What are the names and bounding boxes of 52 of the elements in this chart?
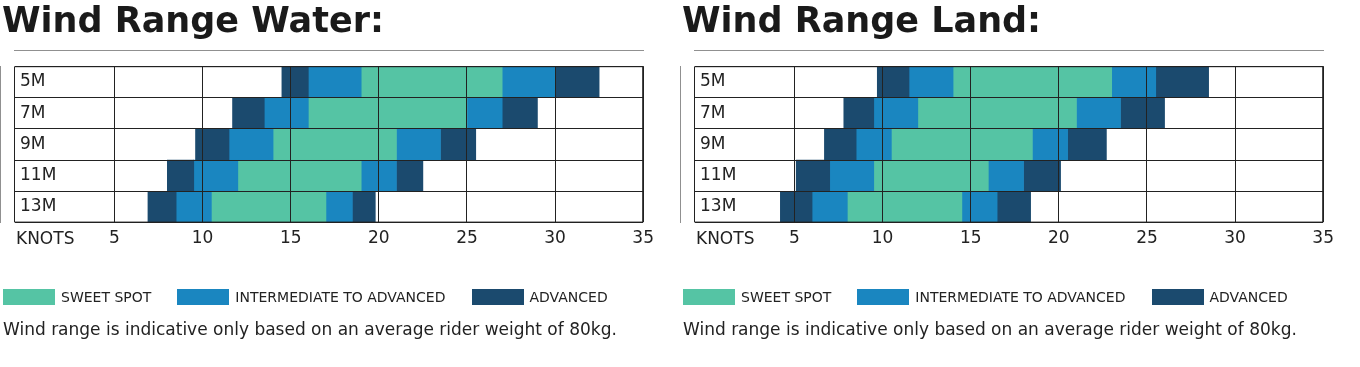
bar — [501, 97, 538, 130]
legend-label: INTERMEDIATE TO ADVANCED — [235, 289, 446, 305]
bar — [325, 190, 353, 223]
x-tick-label: 5 — [789, 227, 800, 248]
x-tick-label: 15 — [279, 227, 302, 248]
legend-label: ADVANCED — [529, 289, 608, 305]
legend-label: SWEET SPOT — [61, 289, 152, 305]
x-tick-label: 35 — [632, 227, 654, 248]
chart-title: Wind Range Water: — [2, 0, 384, 40]
x-tick-label: 15 — [959, 227, 982, 248]
x-tick-label: 25 — [456, 227, 478, 248]
bar — [501, 66, 556, 98]
x-tick-label: 5 — [109, 227, 120, 248]
bar — [232, 97, 265, 130]
chart-title: Wind Range Land: — [682, 0, 1042, 40]
x-axis-title: KNOTS — [16, 227, 75, 248]
y-tick-label: 9M — [700, 132, 726, 153]
bar — [396, 159, 424, 192]
x-tick-label: 30 — [544, 227, 566, 248]
bar — [195, 128, 230, 161]
bar — [876, 66, 910, 98]
x-tick-label: 25 — [1136, 227, 1158, 248]
y-tick-label: 5M — [700, 70, 726, 91]
y-tick-label: 7M — [20, 101, 46, 122]
y-tick-label: 7M — [700, 101, 726, 122]
legend-label: SWEET SPOT — [741, 289, 832, 305]
legend-label: ADVANCED — [1209, 289, 1288, 305]
x-tick-label: 35 — [1312, 227, 1334, 248]
y-tick-label: 13M — [20, 195, 57, 216]
y-tick-label: 11M — [700, 164, 737, 185]
bar — [352, 190, 376, 223]
x-axis-title: KNOTS — [696, 227, 755, 248]
x-tick-label: 10 — [191, 227, 214, 248]
y-tick-label: 11M — [20, 164, 57, 185]
bar — [1067, 128, 1107, 161]
text: Wind range is indicative only based on an average rider weight of 80kg. — [3, 319, 618, 340]
bar — [466, 97, 503, 130]
bar — [307, 66, 362, 98]
y-tick-label: 9M — [20, 132, 46, 153]
text: Wind range is indicative only based on an average rider weight of 80kg. — [683, 319, 1298, 340]
bar — [440, 128, 477, 161]
x-tick-label: 20 — [1048, 227, 1070, 248]
x-tick-label: 10 — [871, 227, 894, 248]
x-tick-label: 20 — [368, 227, 390, 248]
bar — [1032, 128, 1068, 161]
y-tick-label: 5M — [20, 70, 46, 91]
bar — [281, 66, 309, 98]
x-tick-label: 30 — [1224, 227, 1246, 248]
legend-label: INTERMEDIATE TO ADVANCED — [915, 289, 1126, 305]
y-tick-label: 13M — [700, 195, 737, 216]
bar — [396, 128, 441, 161]
bar — [554, 66, 600, 98]
